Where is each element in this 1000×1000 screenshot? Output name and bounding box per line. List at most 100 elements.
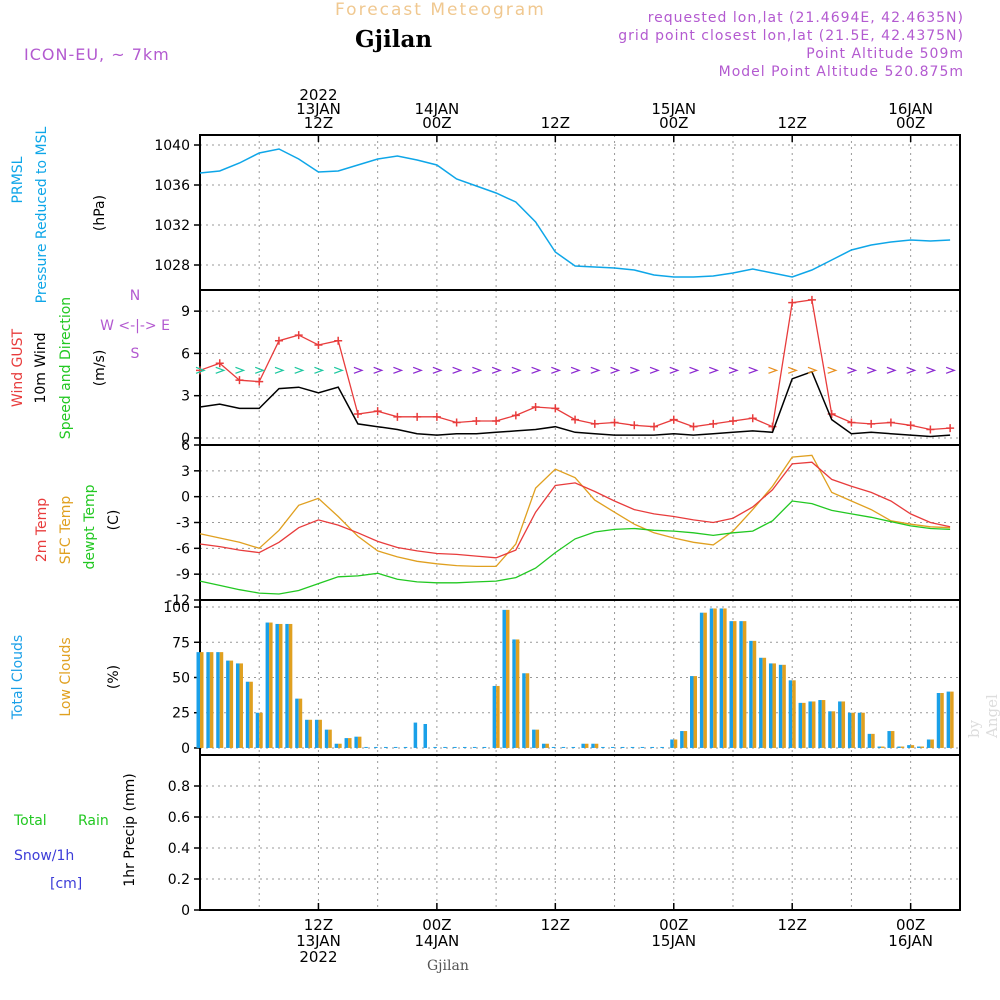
- total-cloud-bar: [828, 711, 832, 748]
- y-tick-label: -6: [176, 541, 190, 557]
- low-cloud-bar: [683, 731, 688, 748]
- total-cloud-bar: [314, 719, 319, 748]
- snow-unit-label: [cm]: [50, 876, 82, 892]
- wind-arrow: [847, 366, 858, 374]
- total-cloud-bar: [877, 746, 882, 748]
- low-cloud-bar: [940, 693, 944, 748]
- total-cloud-bar: [443, 746, 447, 748]
- time-label-top: 00Z: [896, 114, 925, 132]
- low-cloud-bar: [851, 712, 855, 748]
- pressure-unit-label: (hPa): [92, 195, 108, 231]
- gust-marker: [650, 422, 659, 431]
- wind-arrow: [373, 366, 384, 374]
- low-cloud-bar: [841, 701, 846, 748]
- gust-marker: [807, 295, 816, 304]
- low-cloud-bar: [792, 680, 796, 748]
- total-cloud-bar: [670, 739, 674, 748]
- total-cloud-bar: [749, 640, 753, 748]
- low-cloud-bar: [742, 621, 747, 748]
- time-label-top: 13JAN: [296, 100, 341, 118]
- y-tick-label: 50: [172, 671, 190, 687]
- low-cloud-bar: [772, 663, 776, 748]
- low-cloud-bar: [594, 743, 599, 748]
- wind-arrow: [393, 366, 404, 374]
- wind-arrow: [886, 366, 897, 374]
- gust-marker: [590, 419, 599, 428]
- y-tick-label: 0.6: [168, 810, 190, 826]
- low-cloud-bar: [209, 652, 214, 748]
- gust-marker: [452, 418, 461, 427]
- total-cloud-bar: [502, 609, 506, 748]
- low-cloud-bar: [703, 612, 707, 748]
- total-cloud-bar: [226, 660, 230, 748]
- total-cloud-bar: [946, 691, 951, 748]
- wind-arrow: [906, 366, 917, 374]
- wind-arrow: [235, 366, 246, 374]
- total-cloud-bar: [778, 664, 783, 748]
- low-cloud-bar: [328, 729, 332, 748]
- total-cloud-bar: [245, 681, 250, 748]
- wind-label: 10m Wind: [33, 332, 49, 403]
- gust-line: [199, 299, 951, 431]
- time-label-top: 16JAN: [888, 100, 933, 118]
- low-cloud-bar: [545, 743, 549, 748]
- total-cloud-bar: [384, 746, 388, 748]
- point-altitude: Point Altitude 509m: [806, 46, 964, 62]
- wind-arrow: [748, 366, 759, 374]
- time-label-bottom: 15JAN: [651, 932, 696, 950]
- wind-arrow: [945, 366, 956, 374]
- snow-label: Snow/1h: [14, 848, 74, 864]
- gust-marker: [314, 340, 323, 349]
- time-label-bottom: 16JAN: [888, 932, 933, 950]
- wind-dir-label: Speed and Direction: [58, 297, 74, 439]
- total-cloud-bar: [611, 746, 615, 748]
- wind-arrow: [551, 366, 562, 374]
- total-cloud-bar: [907, 745, 911, 748]
- total-cloud-bar: [453, 746, 457, 748]
- temp-2m-label: 2m Temp: [34, 498, 50, 562]
- gust-marker: [393, 412, 402, 421]
- sfc-temp-line: [199, 454, 951, 568]
- total-cloud-bar: [917, 746, 921, 748]
- low-cloud-bar: [831, 711, 836, 748]
- low-cloud-bar: [348, 738, 352, 748]
- gust-marker: [906, 421, 915, 430]
- rain-label: Rain: [78, 813, 109, 829]
- wind-arrow: [570, 366, 581, 374]
- gust-marker: [571, 415, 580, 424]
- time-label-bottom: 12Z: [541, 916, 570, 934]
- y-tick-label: 6: [181, 438, 190, 454]
- wind-arrow: [274, 366, 285, 374]
- precip-unit-label: 1hr Precip (mm): [122, 773, 138, 886]
- model-name: ICON-EU, ~ 7km: [24, 45, 170, 64]
- low-cloud-bar: [871, 733, 875, 748]
- total-cloud-bar: [818, 700, 822, 748]
- total-cloud-bar: [235, 663, 240, 748]
- low-cloud-bar: [890, 731, 895, 748]
- low-cloud-bar: [239, 663, 243, 748]
- time-label-top: 12Z: [778, 114, 807, 132]
- station-name: Gjilan: [355, 26, 433, 53]
- total-cloud-bar: [739, 621, 743, 748]
- gust-marker: [255, 377, 264, 386]
- y-tick-label: -3: [176, 516, 190, 532]
- total-precip-label: Total: [13, 813, 47, 829]
- low-cloud-bar: [900, 746, 905, 748]
- wind-arrow: [649, 366, 660, 374]
- total-cloud-bar: [571, 746, 576, 748]
- total-cloud-bar: [660, 746, 664, 748]
- temp-unit-label: (C): [106, 510, 122, 531]
- total-cloud-bar: [393, 746, 398, 748]
- gust-marker: [886, 418, 895, 427]
- y-tick-label: 0: [181, 431, 190, 447]
- y-tick-label: 0.8: [168, 779, 190, 795]
- total-cloud-bar: [374, 746, 378, 748]
- gust-marker: [748, 414, 757, 423]
- gust-marker: [926, 425, 935, 434]
- total-cloud-bar: [305, 719, 309, 748]
- gust-marker: [235, 376, 244, 385]
- wind-arrow: [590, 366, 601, 374]
- dewpt-line: [199, 500, 951, 595]
- total-cloud-bar: [196, 652, 200, 748]
